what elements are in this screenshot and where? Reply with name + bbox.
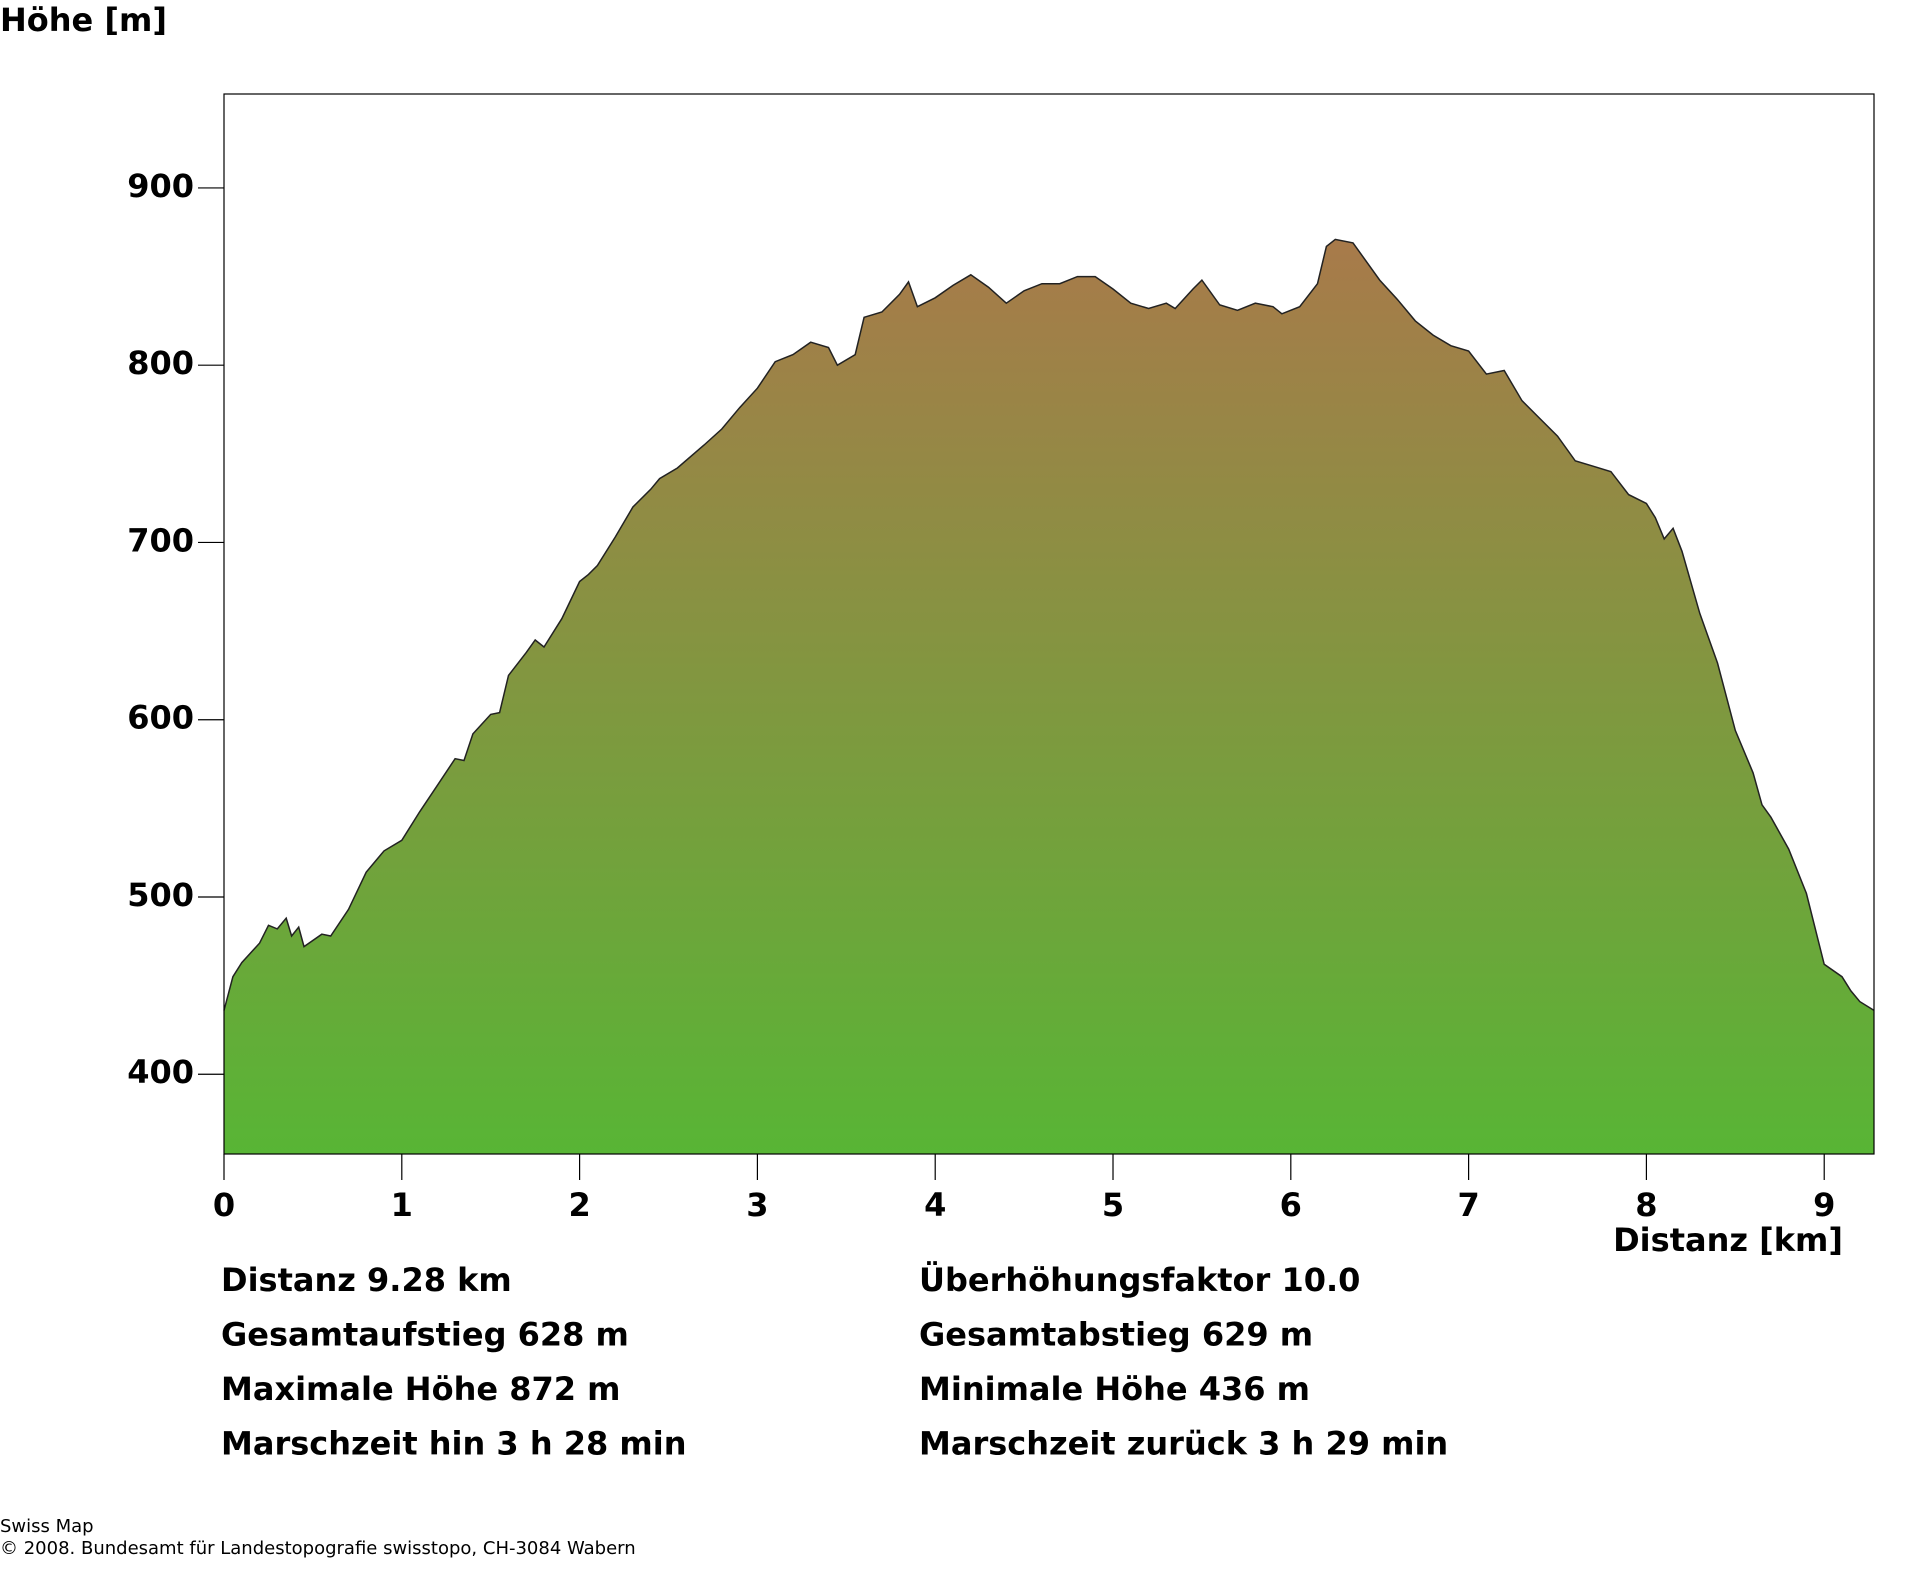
x-tick-label: 6	[1280, 1186, 1302, 1224]
x-tick-label: 9	[1813, 1186, 1835, 1224]
source: Swiss Map	[0, 1516, 94, 1537]
x-tick-label: 7	[1457, 1186, 1479, 1224]
elevation-line	[223, 238, 1875, 1012]
y-tick-label: 800	[127, 344, 194, 382]
stat: Gesamtabstieg 629 m	[919, 1316, 1313, 1354]
stat: Gesamtaufstieg 628 m	[221, 1316, 629, 1354]
y-tick-label: 600	[127, 699, 194, 737]
elevation-area	[224, 239, 1874, 1154]
y-axis-label: Höhe [m]	[0, 1, 167, 39]
source: © 2008. Bundesamt für Landestopografie s…	[0, 1538, 636, 1559]
x-tick-label: 0	[213, 1186, 235, 1224]
y-tick-label: 700	[127, 521, 194, 559]
x-tick-label: 3	[746, 1186, 768, 1224]
x-tick-label: 8	[1635, 1186, 1657, 1224]
y-tick-label: 400	[127, 1053, 194, 1091]
x-tick-label: 1	[391, 1186, 413, 1224]
stat: Maximale Höhe 872 m	[221, 1370, 620, 1408]
stat: Marschzeit zurück 3 h 29 min	[919, 1425, 1448, 1463]
x-tick-label: 2	[568, 1186, 590, 1224]
stat: Distanz 9.28 km	[221, 1261, 512, 1299]
x-tick-label: 5	[1102, 1186, 1124, 1224]
stat: Marschzeit hin 3 h 28 min	[221, 1425, 687, 1463]
y-tick-label: 500	[127, 876, 194, 914]
plot-frame	[223, 93, 1875, 1155]
y-tick-label: 900	[127, 167, 194, 205]
x-tick-label: 4	[924, 1186, 946, 1224]
stat: Minimale Höhe 436 m	[919, 1370, 1310, 1408]
x-axis-label: Distanz [km]	[1613, 1221, 1843, 1259]
stat: Überhöhungsfaktor 10.0	[919, 1261, 1360, 1299]
